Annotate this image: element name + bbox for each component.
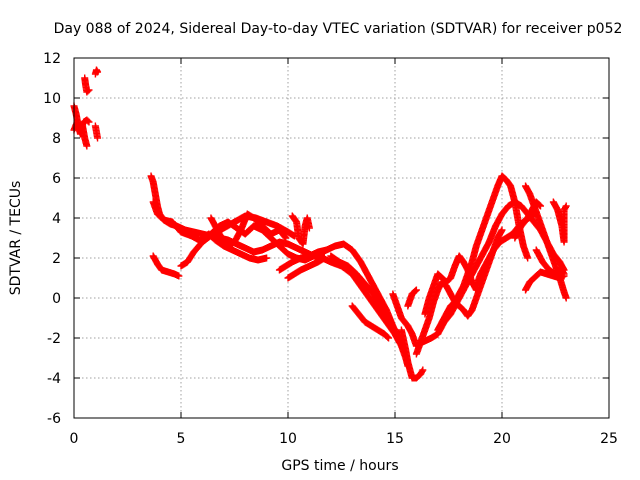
data-point: [561, 203, 569, 211]
data-point: [84, 117, 92, 125]
data-point: [385, 334, 393, 342]
data-point: [305, 224, 313, 232]
data-point: [84, 87, 92, 95]
data-point: [175, 272, 183, 280]
x-tick-label: 10: [279, 431, 297, 447]
y-tick-label: -2: [47, 331, 61, 347]
data-point: [498, 226, 506, 234]
data-point: [536, 201, 544, 209]
x-tick-label: 25: [600, 431, 618, 447]
plot-frame: [73, 57, 610, 419]
data-point: [562, 294, 570, 302]
data-point: [85, 118, 93, 126]
x-tick-label: 15: [386, 431, 404, 447]
y-tick-label: 2: [52, 251, 61, 267]
data-point: [83, 142, 91, 150]
data-point: [384, 333, 392, 341]
y-tick-label: 0: [52, 291, 61, 307]
data-points: [70, 66, 570, 382]
data-point: [412, 286, 420, 294]
y-tick-label: 10: [43, 91, 61, 107]
data-point: [263, 254, 271, 262]
grid-lines: [74, 58, 609, 418]
chart-title: Day 088 of 2024, Sidereal Day-to-day VTE…: [54, 21, 623, 37]
tick-labels: 0 5 10 15 20 25 -6 -4 -2 0 2 4 6 8 10 12: [43, 51, 618, 447]
data-point: [418, 367, 426, 375]
x-tick-label: 5: [177, 431, 186, 447]
data-point: [419, 366, 427, 374]
data-point: [94, 68, 102, 76]
data-point: [282, 234, 290, 242]
y-tick-label: 12: [43, 51, 61, 67]
y-tick-label: 8: [52, 131, 61, 147]
axis-ticks: [73, 57, 610, 419]
data-point: [524, 254, 532, 262]
x-axis-label: GPS time / hours: [281, 458, 398, 474]
data-point: [85, 86, 93, 94]
data-point: [537, 202, 545, 210]
y-tick-label: 6: [52, 171, 61, 187]
data-point: [560, 270, 568, 278]
y-axis-label: SDTVAR / TECUs: [8, 181, 24, 296]
y-tick-label: -4: [47, 371, 61, 387]
data-point: [281, 233, 289, 241]
y-tick-label: 4: [52, 211, 61, 227]
y-tick-label: -6: [47, 411, 61, 427]
x-tick-label: 20: [493, 431, 511, 447]
x-tick-label: 0: [70, 431, 79, 447]
data-point: [320, 254, 328, 262]
data-point: [559, 269, 567, 277]
data-point: [562, 202, 570, 210]
data-point: [412, 287, 420, 295]
data-point: [94, 134, 102, 142]
